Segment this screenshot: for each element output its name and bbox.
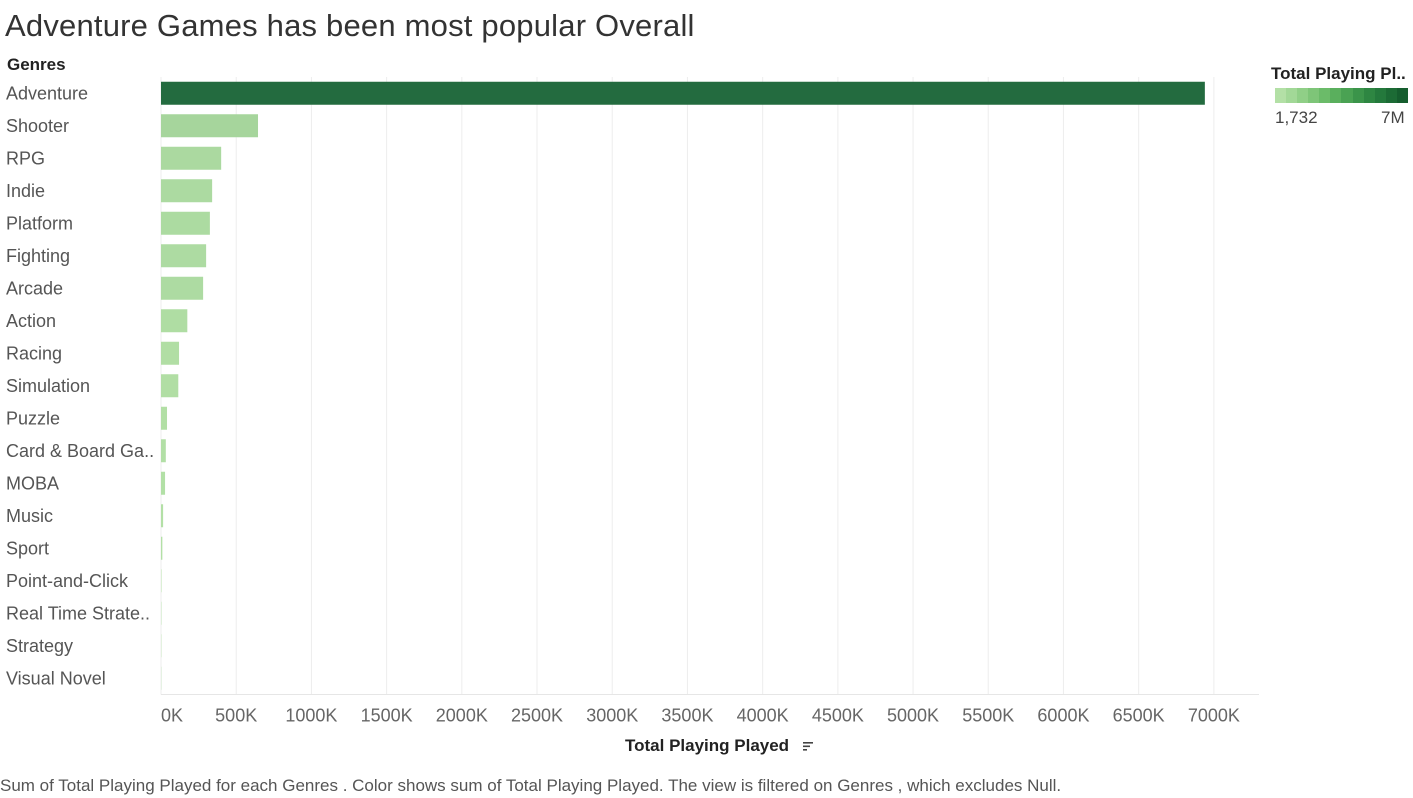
x-tick-label: 1000K (285, 706, 337, 726)
x-tick-label: 6500K (1113, 706, 1165, 726)
category-label[interactable]: Sport (6, 538, 49, 558)
bar[interactable] (161, 114, 259, 138)
x-tick-label: 2000K (436, 706, 488, 726)
bar[interactable] (161, 341, 180, 365)
bar[interactable] (161, 374, 179, 398)
category-label[interactable]: Arcade (6, 278, 63, 298)
category-label[interactable]: Music (6, 506, 53, 526)
category-label[interactable]: Adventure (6, 83, 88, 103)
x-axis-title[interactable]: Total Playing Played (625, 736, 790, 755)
bar[interactable] (161, 471, 166, 495)
x-tick-label: 7000K (1188, 706, 1240, 726)
bar[interactable] (161, 504, 164, 528)
bar[interactable] (161, 309, 188, 333)
color-legend-title[interactable]: Total Playing Pl.. (1271, 64, 1406, 83)
category-label[interactable]: Indie (6, 181, 45, 201)
color-legend-ramp[interactable] (1275, 88, 1408, 103)
x-tick-label: 4500K (812, 706, 864, 726)
category-label[interactable]: RPG (6, 148, 45, 168)
x-tick-label: 2500K (511, 706, 563, 726)
bar[interactable] (161, 439, 166, 463)
bar[interactable] (161, 406, 168, 430)
color-legend-max: 7M (1381, 108, 1405, 127)
x-tick-label: 5000K (887, 706, 939, 726)
category-label[interactable]: Card & Board Ga.. (6, 441, 154, 461)
legend-swatch (1286, 88, 1298, 103)
legend-swatch (1297, 88, 1309, 103)
bar[interactable] (161, 276, 204, 300)
chart-title: Adventure Games has been most popular Ov… (5, 8, 695, 43)
category-label[interactable]: Puzzle (6, 408, 60, 428)
legend-swatch (1352, 88, 1364, 103)
bar[interactable] (161, 146, 222, 170)
bar[interactable] (161, 81, 1205, 105)
caption-footer: Sum of Total Playing Played for each Gen… (0, 776, 1062, 795)
legend-swatch (1363, 88, 1375, 103)
sort-descending-icon[interactable] (802, 740, 814, 752)
x-tick-label: 6000K (1037, 706, 1089, 726)
category-label[interactable]: Visual Novel (6, 668, 106, 688)
legend-swatch (1308, 88, 1320, 103)
category-label[interactable]: Simulation (6, 376, 90, 396)
legend-swatch (1330, 88, 1342, 103)
bar[interactable] (161, 244, 207, 268)
x-tick-label: 1500K (361, 706, 413, 726)
legend-swatch (1319, 88, 1331, 103)
category-label[interactable]: Real Time Strate.. (6, 603, 150, 623)
color-legend-min: 1,732 (1275, 108, 1318, 127)
bar[interactable] (161, 179, 213, 203)
legend-swatch (1396, 88, 1408, 103)
category-label[interactable]: Action (6, 311, 56, 331)
x-tick-label: 3500K (661, 706, 713, 726)
bar-chart: Adventure Shooter RPG Indie Platform Fighting… (6, 77, 1259, 726)
x-tick-label: 0K (161, 706, 183, 726)
x-tick-label: 3000K (586, 706, 638, 726)
x-tick-label: 500K (215, 706, 257, 726)
category-label[interactable]: MOBA (6, 473, 59, 493)
category-label[interactable]: Strategy (6, 636, 73, 656)
category-label[interactable]: Point-and-Click (6, 571, 129, 591)
bar[interactable] (161, 211, 210, 235)
category-label[interactable]: Racing (6, 343, 62, 363)
category-label[interactable]: Shooter (6, 116, 69, 136)
bar[interactable] (161, 536, 163, 560)
category-label[interactable]: Platform (6, 213, 73, 233)
legend-swatch (1275, 88, 1287, 103)
legend-swatch (1341, 88, 1353, 103)
legend-swatch (1385, 88, 1397, 103)
x-tick-label: 5500K (962, 706, 1014, 726)
category-label[interactable]: Fighting (6, 246, 70, 266)
rows-header[interactable]: Genres (7, 55, 66, 74)
legend-swatch (1374, 88, 1386, 103)
x-tick-label: 4000K (737, 706, 789, 726)
